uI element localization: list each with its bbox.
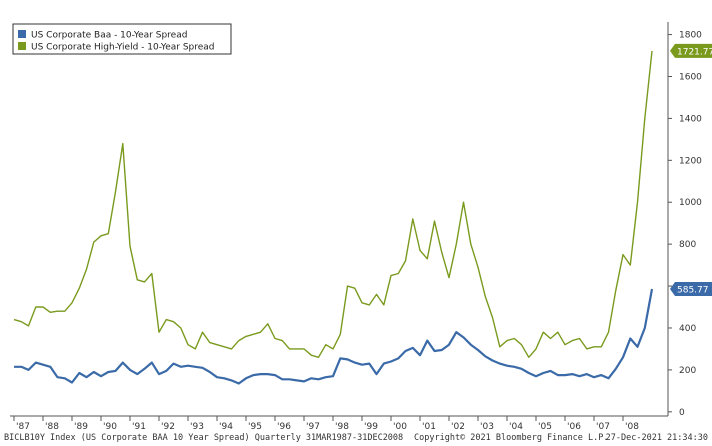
y-tick-label: 200 <box>679 366 696 376</box>
baa-spread-line <box>14 288 654 385</box>
x-tick-label: '01 <box>422 422 436 432</box>
legend-label: US Corporate Baa - 10-Year Spread <box>31 31 187 41</box>
y-tick-label: 1600 <box>679 72 702 82</box>
badge-label: 585.77 <box>677 285 709 295</box>
x-tick-label: '87 <box>16 422 30 432</box>
x-tick-label: '06 <box>567 422 581 432</box>
footer-source: BICLB10Y Index (US Corporate BAA 10 Year… <box>4 433 403 443</box>
x-tick-label: '08 <box>625 422 639 432</box>
x-tick-label: '90 <box>103 422 117 432</box>
baa-last-value-badge: 585.77 <box>670 281 712 296</box>
x-tick-label: '04 <box>509 422 523 432</box>
legend-box <box>12 23 232 55</box>
x-tick-label: '94 <box>219 422 233 432</box>
x-tick-label: '92 <box>161 422 175 432</box>
last-value-badges: 585.77 1721.77 <box>670 43 712 296</box>
x-tick-label: '89 <box>74 422 88 432</box>
badge-label: 1721.77 <box>677 47 712 57</box>
x-tick-label: '02 <box>451 422 465 432</box>
x-tick-label: '88 <box>45 422 59 432</box>
y-tick-label: 400 <box>679 324 696 334</box>
y-tick-label: 1400 <box>679 114 702 124</box>
y-tick-label: 0 <box>679 408 685 418</box>
footer-timestamp: 27-Dec-2021 21:34:30 <box>606 433 708 443</box>
x-tick-label: '07 <box>596 422 610 432</box>
legend-swatch <box>18 30 26 38</box>
footer: BICLB10Y Index (US Corporate BAA 10 Year… <box>4 433 708 443</box>
x-tick-label: '95 <box>248 422 262 432</box>
x-tick-label: '98 <box>335 422 349 432</box>
legend-item: US Corporate Baa - 10-Year Spread <box>18 30 187 41</box>
y-tick-label: 1800 <box>679 31 702 41</box>
x-tick-label: '97 <box>306 422 320 432</box>
badge-shape <box>670 281 712 296</box>
legend-label: US Corporate High-Yield - 10-Year Spread <box>31 43 215 53</box>
y-tick-label: 1200 <box>679 156 702 166</box>
axis-layer: 020040060080010001200140016001800'87'88'… <box>10 22 702 432</box>
x-tick-label: '99 <box>364 422 378 432</box>
legend-swatch <box>18 42 26 50</box>
x-tick-label: '91 <box>132 422 146 432</box>
x-tick-label: '93 <box>190 422 204 432</box>
x-tick-label: '03 <box>480 422 494 432</box>
x-tick-label: '05 <box>538 422 552 432</box>
x-tick-label: '96 <box>277 422 291 432</box>
y-tick-label: 1000 <box>679 198 702 208</box>
legend: US Corporate Baa - 10-Year Spread US Corp… <box>12 23 232 55</box>
badge-shape <box>670 43 712 58</box>
legend-item: US Corporate High-Yield - 10-Year Spread <box>18 42 215 53</box>
y-tick-label: 800 <box>679 240 696 250</box>
footer-copyright: Copyright© 2021 Bloomberg Finance L.P. <box>414 433 608 443</box>
high-yield-last-value-badge: 1721.77 <box>670 43 712 58</box>
x-tick-label: '00 <box>393 422 407 432</box>
series-layer <box>13 50 654 385</box>
high-yield-spread-line <box>13 50 653 358</box>
